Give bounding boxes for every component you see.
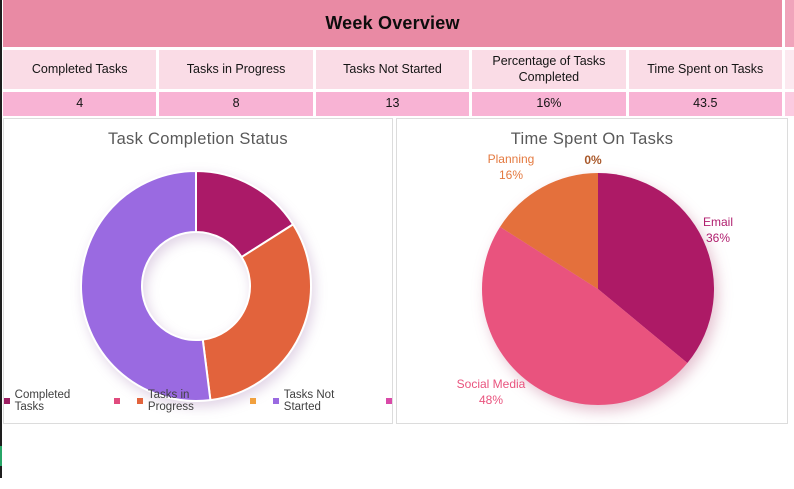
legend-swatch-icon (273, 398, 279, 404)
legend-swatch-icon (386, 398, 393, 404)
summary-header-cell[interactable]: Tasks Not Started (315, 50, 470, 89)
value-row-edge-sliver (785, 92, 794, 116)
window-left-border (0, 0, 2, 478)
summary-value-row: 4 8 13 16% 43.5 (3, 92, 782, 116)
title-band-edge-sliver (785, 0, 794, 47)
pie-label-zero-value: 0% (584, 153, 602, 167)
summary-value-cell[interactable]: 4 (3, 92, 157, 116)
pie-label-social-media-value: 48% (478, 392, 504, 407)
chart-slice-1[interactable] (201, 223, 312, 402)
legend-item: Completed Tasks (4, 389, 97, 413)
pie-label-zero-percent: 0% (568, 153, 618, 169)
pie-label-social-media: Social Media 48% (431, 377, 551, 408)
pie-label-planning-name: Planning (487, 152, 535, 166)
chart-slice-2[interactable] (80, 170, 212, 402)
legend-label: Tasks Not Started (283, 389, 335, 413)
pie-label-planning: Planning 16% (466, 152, 556, 183)
donut-chart-legend: Completed Tasks Tasks in Progress Tasks No… (4, 389, 393, 413)
legend-swatch-icon (114, 398, 121, 404)
legend-swatch-icon (250, 398, 257, 404)
chart-slice-2[interactable] (500, 173, 598, 289)
pie-label-email-value: 36% (705, 230, 731, 245)
pie-label-email: Email 36% (678, 215, 758, 246)
legend-extra-marker (386, 398, 393, 404)
summary-header-cell[interactable]: Tasks in Progress (159, 50, 313, 89)
legend-extra-marker (250, 398, 257, 404)
pie-chart[interactable] (397, 159, 787, 409)
left-edge-green-accent (0, 446, 2, 466)
pie-label-social-media-name: Social Media (456, 377, 526, 391)
summary-value-cell[interactable]: 13 (315, 92, 470, 116)
summary-value-cell[interactable]: 8 (159, 92, 313, 116)
pie-label-email-name: Email (702, 215, 733, 229)
donut-chart-panel[interactable]: Task Completion Status Completed Tasks Ta… (3, 118, 393, 424)
legend-label: Tasks in Progress (147, 389, 194, 413)
legend-swatch-icon (4, 398, 10, 404)
summary-value-cell[interactable]: 43.5 (628, 92, 782, 116)
pie-chart-panel[interactable]: Time Spent On Tasks Planning 16% 0% Emai… (396, 118, 788, 424)
chart-slice-1[interactable] (482, 226, 688, 406)
donut-chart[interactable] (4, 149, 392, 403)
header-row-edge-sliver (785, 50, 794, 89)
page-title: Week Overview (325, 13, 460, 33)
legend-item: Tasks in Progress (137, 389, 233, 413)
sheet-title-cell[interactable]: Week Overview (3, 0, 782, 47)
pie-label-planning-value: 16% (498, 167, 524, 182)
legend-item: Tasks Not Started (273, 389, 369, 413)
summary-header-cell[interactable]: Percentage of Tasks Completed (472, 50, 626, 89)
legend-label: Completed Tasks (14, 389, 71, 413)
summary-header-cell[interactable]: Time Spent on Tasks (628, 50, 782, 89)
donut-chart-title: Task Completion Status (108, 130, 288, 148)
chart-slice-0[interactable] (598, 173, 714, 363)
pie-chart-title: Time Spent On Tasks (510, 130, 674, 148)
legend-swatch-icon (137, 398, 143, 404)
summary-value-cell[interactable]: 16% (472, 92, 626, 116)
summary-header-cell[interactable]: Completed Tasks (3, 50, 157, 89)
summary-header-row: Completed Tasks Tasks in Progress Tasks No… (3, 50, 782, 89)
legend-extra-marker (114, 398, 121, 404)
